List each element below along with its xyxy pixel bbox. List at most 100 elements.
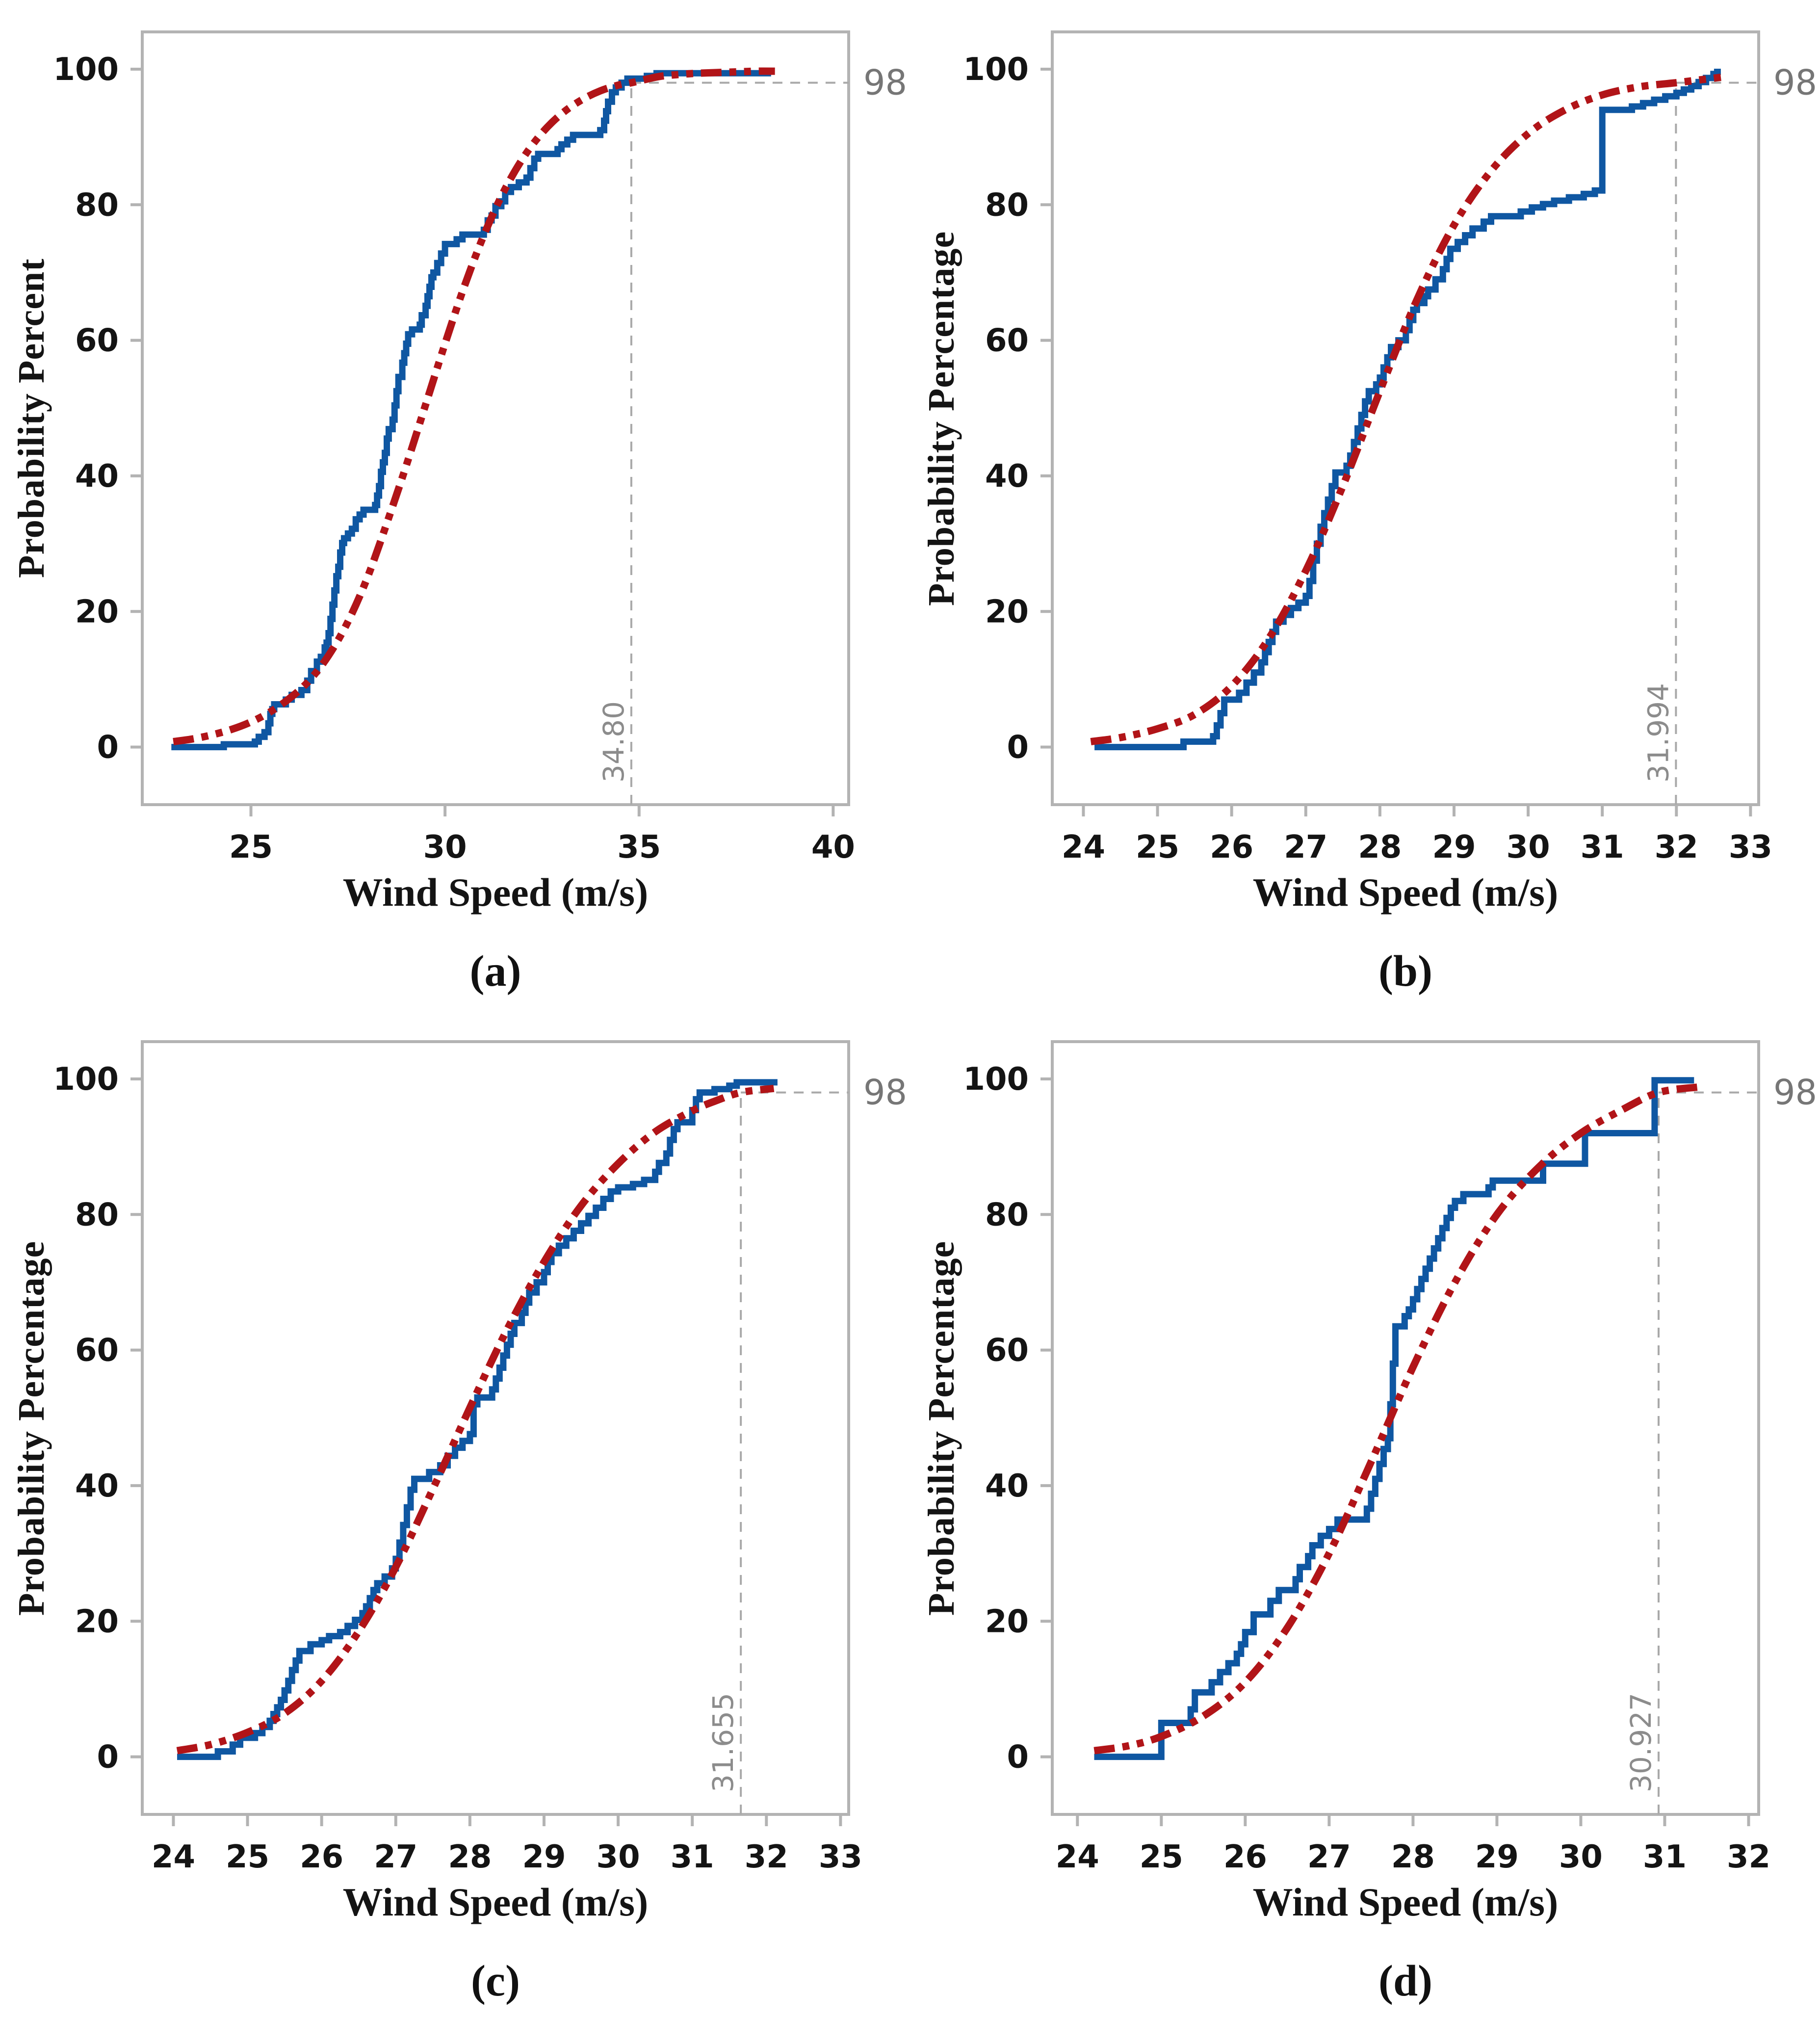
plot-border [141, 30, 850, 806]
empirical-cdf-line [177, 1079, 778, 1760]
panel-b: 24 25 26 27 28 29 30 31 32 33 0 20 40 60 80 100 98 31.994… [910, 0, 1820, 1010]
y-tick-label: 0 [1007, 1739, 1029, 1776]
x-tick-label: 30 [423, 829, 467, 866]
x-tick-label: 29 [1475, 1839, 1519, 1875]
x-tick-label: 32 [1727, 1839, 1770, 1875]
fitted-distribution-line [1090, 74, 1721, 745]
x-tick-label: 25 [1136, 829, 1179, 866]
cdf-plot-d: 24 25 26 27 28 29 30 31 32 0 20 40 60 80 100 98 30.927 [963, 1040, 1817, 1875]
x-tick-label: 31 [671, 1839, 714, 1875]
y-tick-label: 100 [963, 52, 1029, 88]
y-tick-label: 60 [75, 323, 119, 359]
x-axis-ticks: 24 25 26 27 28 29 30 31 32 [1056, 1814, 1770, 1875]
percentile-value-label: 31.994 [1641, 683, 1675, 783]
y-tick-label: 100 [53, 52, 119, 88]
x-tick-label: 31 [1643, 1839, 1687, 1875]
x-tick-label: 26 [1210, 829, 1253, 866]
y-tick-label: 80 [985, 187, 1029, 223]
cdf-plot-c: 24 25 26 27 28 29 30 31 32 33 0 20 40 60 80 100 98 31.655 [53, 1040, 907, 1875]
y-tick-label: 40 [985, 458, 1029, 495]
x-tick-label: 33 [819, 1839, 862, 1875]
x-tick-label: 28 [448, 1839, 492, 1875]
x-axis-title: Wind Speed (m/s) [1252, 870, 1559, 915]
y-tick-label: 60 [75, 1333, 119, 1369]
y-tick-label: 100 [963, 1061, 1029, 1098]
x-axis-title: Wind Speed (m/s) [342, 1880, 649, 1924]
empirical-cdf-line [1094, 69, 1721, 751]
percentile-98-label: 98 [863, 1073, 907, 1113]
percentile-98-label: 98 [1773, 1073, 1817, 1113]
y-axis-title: Probability Percentage [921, 1240, 962, 1616]
empirical-cdf-line [1094, 1077, 1694, 1760]
x-axis-title: Wind Speed (m/s) [342, 870, 649, 915]
panel-a: 25 30 35 40 0 20 40 60 80 100 98 34.80 Probability … [0, 0, 910, 1010]
x-tick-label: 25 [1140, 1839, 1183, 1875]
x-tick-label: 33 [1729, 829, 1772, 866]
x-axis-ticks: 24 25 26 27 28 29 30 31 32 33 [152, 1814, 862, 1875]
y-tick-label: 20 [75, 1603, 119, 1640]
empirical-cdf-line [171, 70, 771, 751]
x-tick-label: 31 [1581, 829, 1624, 866]
y-tick-label: 0 [97, 730, 119, 766]
y-axis-ticks: 0 20 40 60 80 100 [53, 1061, 142, 1776]
y-tick-label: 60 [985, 323, 1029, 359]
panel-caption-d: (d) [1378, 1957, 1432, 2005]
plot-border [1051, 30, 1760, 806]
plot-border [1051, 1040, 1760, 1816]
percentile-value-label: 34.80 [597, 701, 630, 783]
x-tick-label: 24 [1062, 829, 1105, 866]
fitted-distribution-line [173, 67, 775, 745]
percentile-98-label: 98 [1773, 63, 1817, 103]
y-tick-label: 40 [75, 1468, 119, 1504]
x-tick-label: 35 [617, 829, 661, 866]
x-tick-label: 25 [226, 1839, 269, 1875]
y-axis-title: Probability Percent [11, 258, 52, 578]
x-tick-label: 30 [1559, 1839, 1603, 1875]
panel-d: 24 25 26 27 28 29 30 31 32 0 20 40 60 80 100 98 30.927 P… [910, 1010, 1820, 2020]
y-tick-label: 40 [985, 1468, 1029, 1504]
cdf-plot-b: 24 25 26 27 28 29 30 31 32 33 0 20 40 60 80 100 98 31.994 [963, 30, 1817, 866]
y-axis-title: Probability Percentage [11, 1240, 52, 1616]
x-tick-label: 27 [1284, 829, 1327, 866]
x-tick-label: 26 [1223, 1839, 1267, 1875]
x-tick-label: 25 [229, 829, 273, 866]
percentile-98-label: 98 [863, 63, 907, 103]
y-tick-label: 80 [985, 1197, 1029, 1233]
y-tick-label: 100 [53, 1061, 119, 1098]
y-tick-label: 20 [75, 594, 119, 630]
cdf-plot-a: 25 30 35 40 0 20 40 60 80 100 98 34.80 [53, 30, 907, 866]
x-tick-label: 40 [811, 829, 855, 866]
fitted-distribution-line [1093, 1083, 1699, 1755]
x-tick-label: 28 [1358, 829, 1402, 866]
y-tick-label: 40 [75, 458, 119, 495]
x-tick-label: 32 [745, 1839, 788, 1875]
y-tick-label: 80 [75, 187, 119, 223]
plot-border [141, 1040, 850, 1816]
y-tick-label: 0 [1007, 730, 1029, 766]
x-axis-ticks: 25 30 35 40 [229, 805, 855, 866]
y-axis-ticks: 0 20 40 60 80 100 [53, 52, 142, 766]
x-tick-label: 30 [1507, 829, 1550, 866]
panel-caption-c: (c) [471, 1957, 520, 2005]
y-axis-title: Probability Percentage [921, 231, 962, 606]
y-axis-ticks: 0 20 40 60 80 100 [963, 1061, 1052, 1776]
percentile-value-label: 30.927 [1624, 1693, 1658, 1792]
panel-caption-b: (b) [1378, 947, 1432, 996]
y-tick-label: 20 [985, 1603, 1029, 1640]
y-tick-label: 80 [75, 1197, 119, 1233]
x-tick-label: 29 [1432, 829, 1476, 866]
y-tick-label: 60 [985, 1333, 1029, 1369]
x-tick-label: 30 [597, 1839, 640, 1875]
x-tick-label: 27 [1307, 1839, 1351, 1875]
percentile-value-label: 31.655 [706, 1693, 740, 1792]
x-tick-label: 26 [300, 1839, 343, 1875]
panel-caption-a: (a) [469, 947, 521, 996]
y-tick-label: 20 [985, 594, 1029, 630]
x-tick-label: 28 [1391, 1839, 1435, 1875]
x-axis-ticks: 24 25 26 27 28 29 30 31 32 33 [1062, 805, 1772, 866]
panel-c: 24 25 26 27 28 29 30 31 32 33 0 20 40 60 80 100 98 31.655… [0, 1010, 910, 2020]
x-tick-label: 24 [152, 1839, 195, 1875]
x-tick-label: 29 [522, 1839, 566, 1875]
y-tick-label: 0 [97, 1739, 119, 1776]
x-tick-label: 32 [1655, 829, 1698, 866]
